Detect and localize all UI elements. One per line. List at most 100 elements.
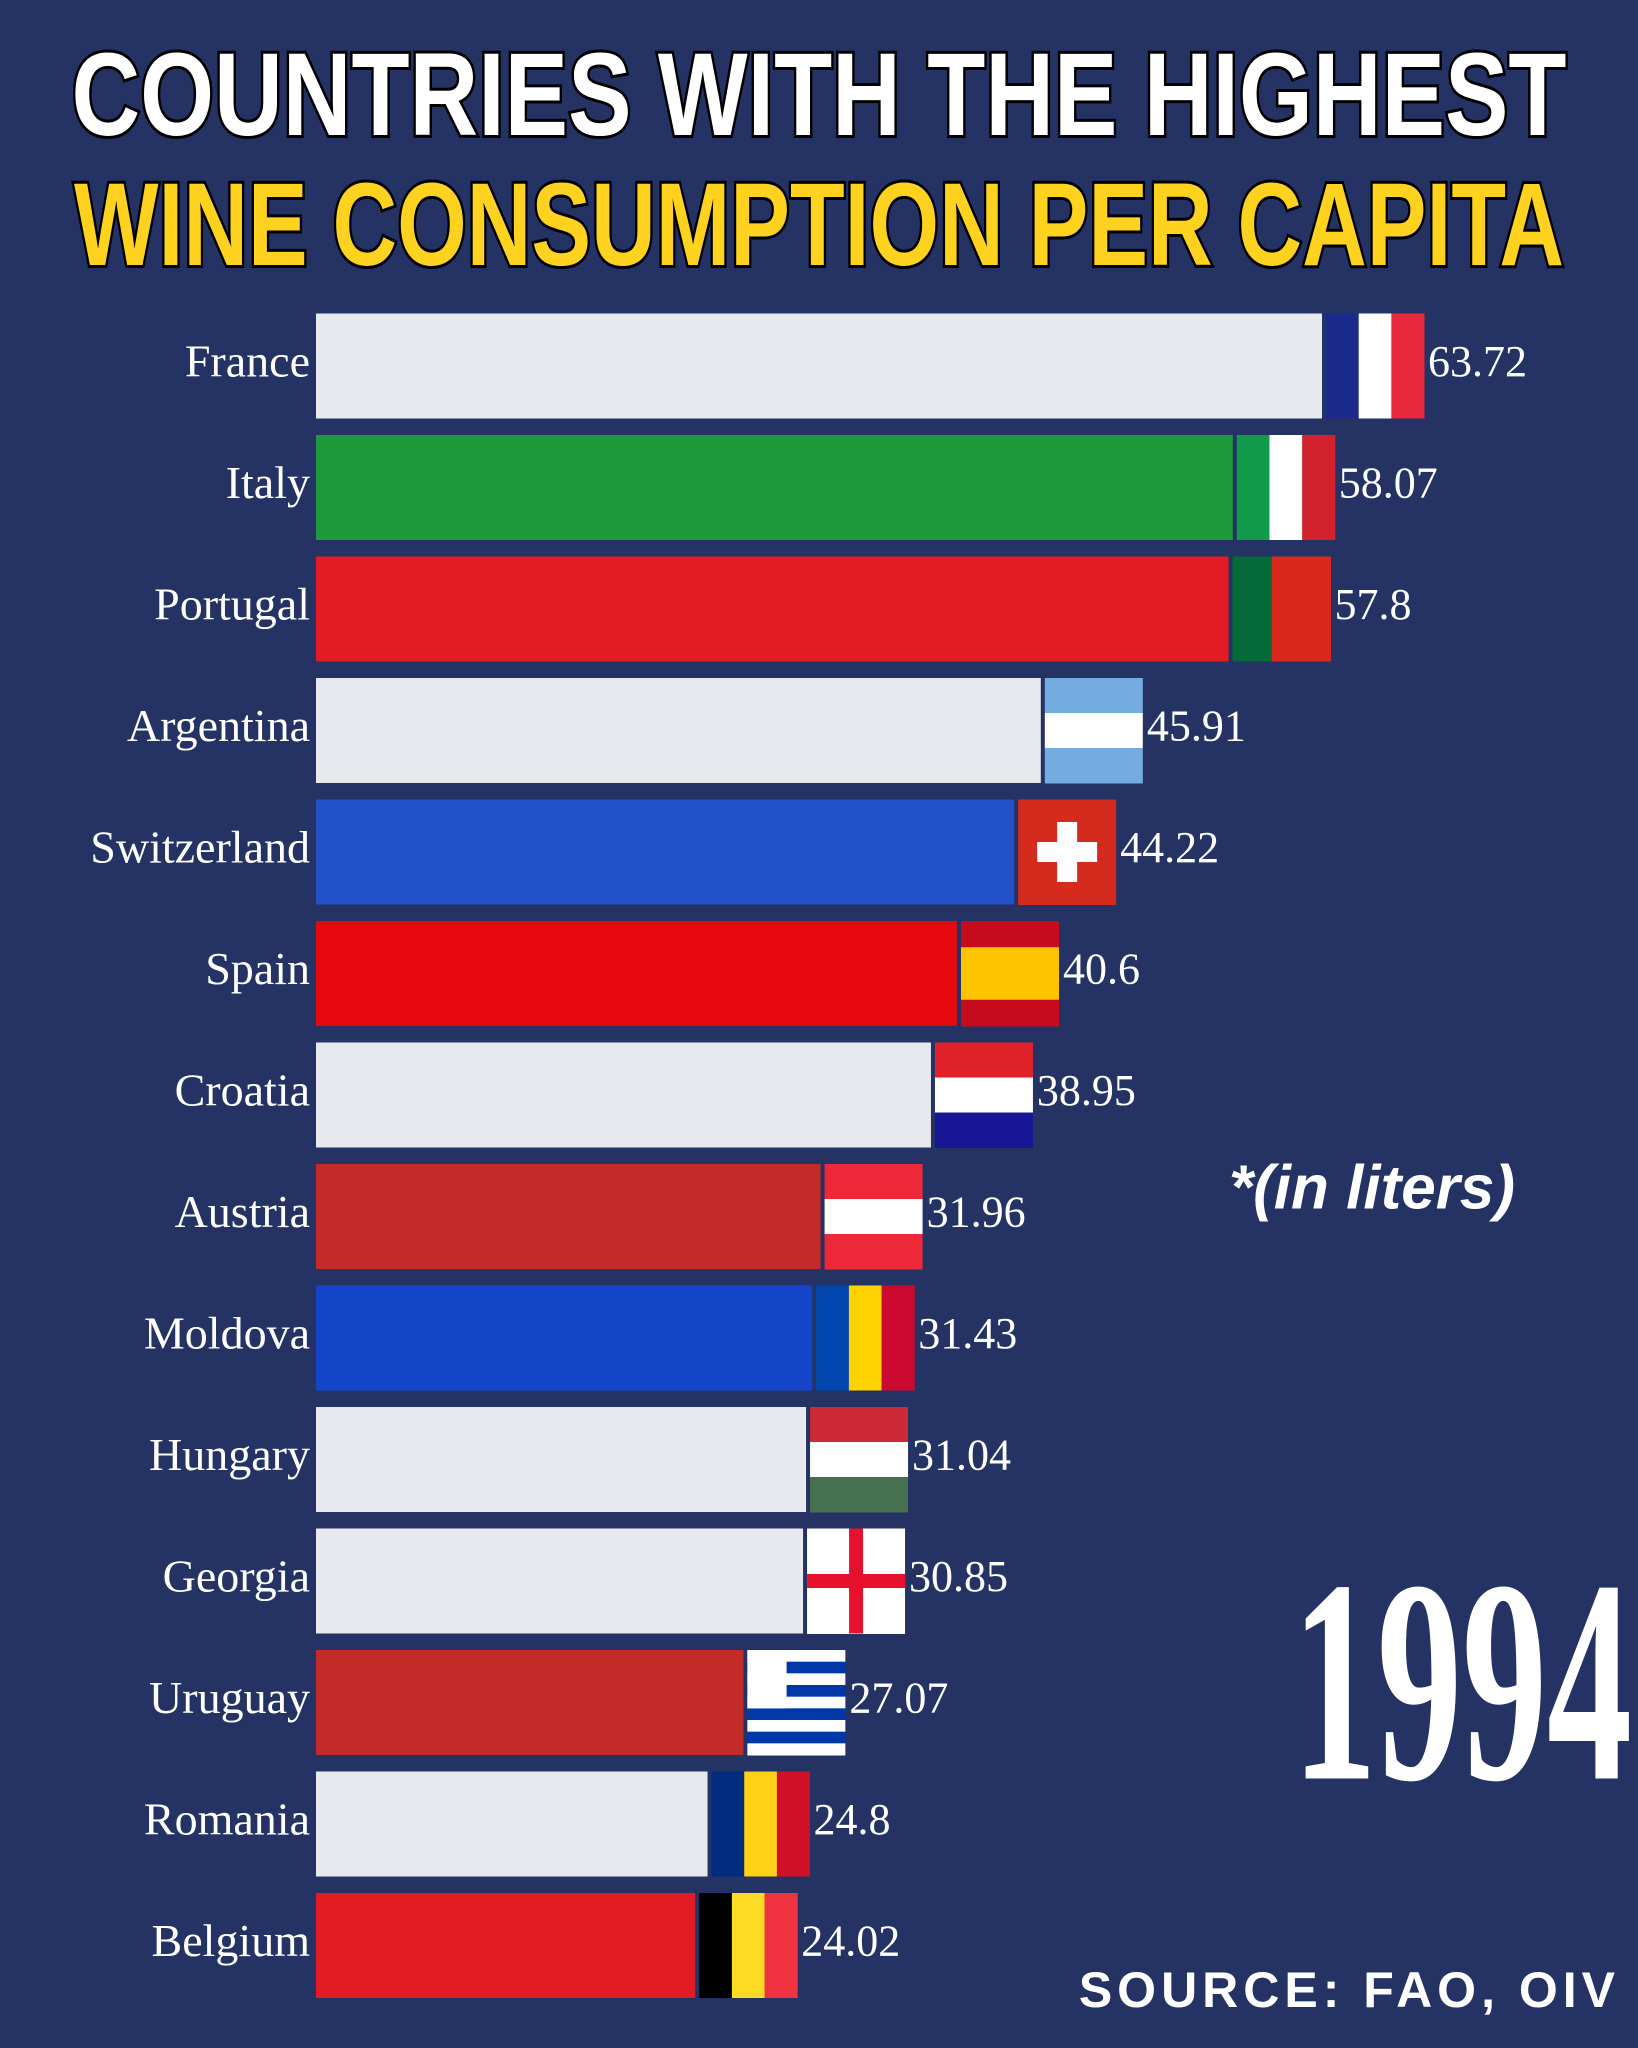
flag-stripe xyxy=(824,1199,923,1235)
flag xyxy=(699,1893,798,1998)
flag-stripe xyxy=(1271,556,1292,662)
flag-cross xyxy=(1037,842,1098,862)
category-label: Uruguay xyxy=(149,1672,310,1723)
flag-stripe xyxy=(731,1893,766,1998)
flag-stripe xyxy=(1232,556,1253,662)
flag-stripe xyxy=(1310,556,1332,662)
bar xyxy=(316,1771,708,1877)
value-label: 24.8 xyxy=(814,1795,891,1844)
bar xyxy=(316,678,1041,783)
bar xyxy=(316,1528,804,1634)
flag-stripe xyxy=(1291,556,1312,662)
source: SOURCE: FAO, OIV xyxy=(1079,1962,1620,2018)
flag xyxy=(934,1042,1033,1148)
flag xyxy=(807,1528,906,1634)
flag-stripe xyxy=(747,1731,846,1744)
flag-stripe xyxy=(747,1720,846,1733)
flag-stripe xyxy=(824,1234,923,1270)
flag-stripe xyxy=(747,1708,846,1721)
flag-stripe xyxy=(848,1285,883,1391)
category-label: Portugal xyxy=(154,579,310,630)
flag-cross xyxy=(807,1574,906,1588)
bar xyxy=(316,799,1015,905)
category-label: Moldova xyxy=(144,1308,310,1359)
flag xyxy=(747,1650,846,1756)
category-label: Italy xyxy=(226,457,310,508)
flag-stripe xyxy=(810,1477,909,1513)
flag xyxy=(816,1285,915,1391)
bar xyxy=(316,921,957,1026)
flag xyxy=(1232,556,1332,662)
value-label: 58.07 xyxy=(1339,459,1438,508)
bar xyxy=(316,435,1233,540)
flag xyxy=(824,1164,923,1270)
value-label: 40.6 xyxy=(1063,945,1140,994)
value-label: 30.85 xyxy=(909,1552,1008,1601)
flag-stripe xyxy=(960,947,1059,974)
flag-stripe xyxy=(764,1893,798,1998)
category-label: Croatia xyxy=(175,1065,310,1116)
category-label: Austria xyxy=(175,1186,310,1237)
flag-stripe xyxy=(934,1042,1033,1078)
bar xyxy=(316,1285,813,1391)
value-label: 31.04 xyxy=(912,1431,1011,1480)
flag-stripe xyxy=(1252,556,1273,662)
bar xyxy=(316,1893,696,1998)
flag-stripe xyxy=(744,1771,778,1877)
category-label: Romania xyxy=(144,1794,310,1845)
unit-note: *(in liters) xyxy=(1229,1153,1515,1222)
bar xyxy=(316,1164,821,1269)
flag-stripe xyxy=(747,1743,846,1756)
flag xyxy=(1326,313,1425,419)
value-label: 24.02 xyxy=(801,1917,900,1966)
flag-stripe xyxy=(1269,435,1303,540)
flag-stripe xyxy=(960,999,1059,1027)
flag-canton xyxy=(747,1650,787,1709)
category-label: Hungary xyxy=(149,1429,310,1480)
flag-stripe xyxy=(881,1285,915,1391)
flag-stripe xyxy=(1044,713,1143,749)
flag xyxy=(960,921,1059,1027)
flag-stripe xyxy=(776,1771,811,1877)
bar xyxy=(316,1407,807,1512)
bar xyxy=(316,1650,744,1755)
chart-title: COUNTRIES WITH THE HIGHEST xyxy=(72,29,1567,161)
flag-stripe xyxy=(1044,678,1143,714)
bar xyxy=(316,313,1322,419)
category-label: Argentina xyxy=(127,700,310,751)
flag-stripe xyxy=(810,1407,909,1443)
bar xyxy=(316,1042,931,1148)
value-label: 27.07 xyxy=(849,1674,948,1723)
value-label: 38.95 xyxy=(1037,1066,1136,1115)
flag xyxy=(1044,678,1143,784)
value-label: 31.43 xyxy=(918,1309,1017,1358)
flag xyxy=(1018,799,1117,905)
flag xyxy=(711,1771,811,1877)
flag xyxy=(810,1407,909,1513)
flag-stripe xyxy=(1326,313,1360,419)
flag-stripe xyxy=(1391,313,1425,419)
value-label: 63.72 xyxy=(1428,337,1527,386)
value-label: 31.96 xyxy=(927,1188,1026,1237)
flag-stripe xyxy=(699,1893,733,1998)
value-label: 57.8 xyxy=(1335,580,1412,629)
value-label: 44.22 xyxy=(1120,823,1219,872)
flag-stripe xyxy=(816,1285,850,1391)
flag-stripe xyxy=(1302,435,1336,540)
chart-subtitle: WINE CONSUMPTION PER CAPITA xyxy=(74,159,1564,291)
flag-stripe xyxy=(824,1164,923,1200)
flag-stripe xyxy=(711,1771,745,1877)
flag-stripe xyxy=(960,921,1059,948)
category-label: Switzerland xyxy=(90,822,310,873)
category-label: Spain xyxy=(205,943,310,994)
flag-stripe xyxy=(810,1442,909,1478)
value-label: 45.91 xyxy=(1147,702,1246,751)
flag xyxy=(1236,435,1336,540)
flag-stripe xyxy=(960,973,1059,1001)
year-label: 1994 xyxy=(1292,1521,1632,1842)
bar xyxy=(316,556,1229,662)
category-label: Georgia xyxy=(163,1551,310,1602)
flag-stripe xyxy=(934,1077,1033,1113)
